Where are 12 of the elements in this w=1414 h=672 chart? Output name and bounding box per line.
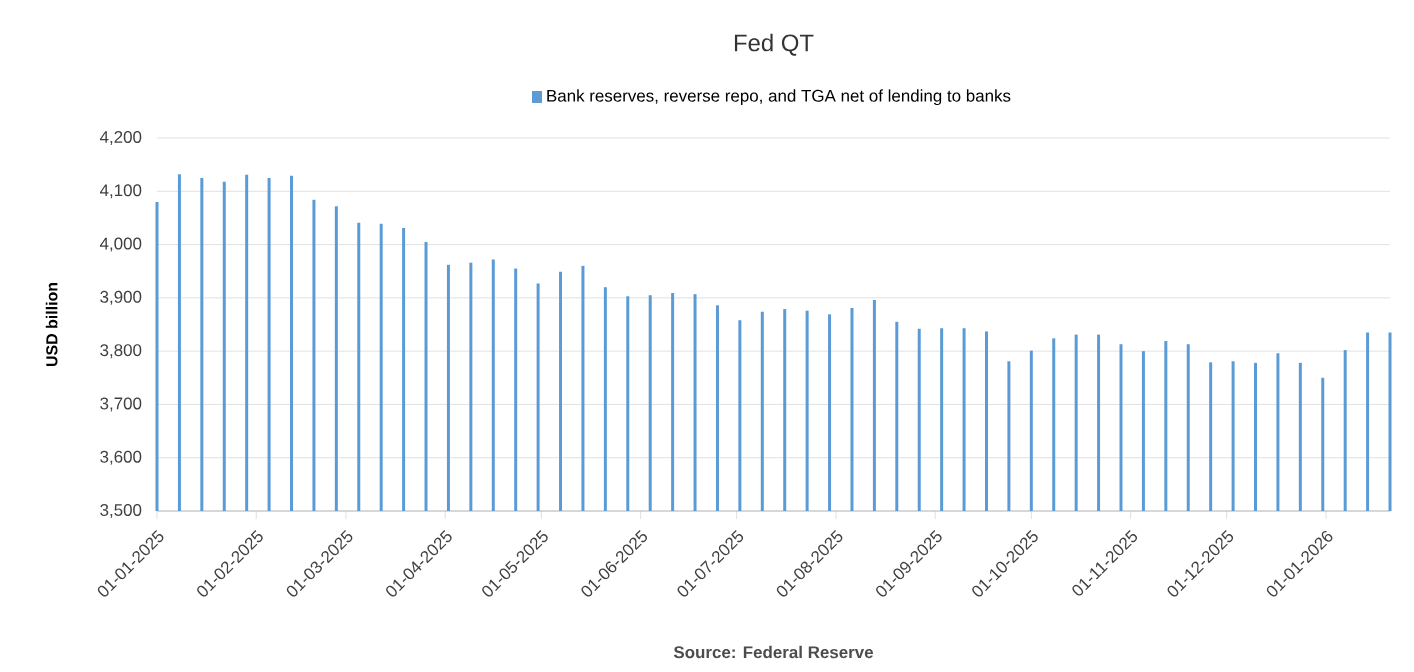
y-tick-label: 3,700: [100, 397, 142, 412]
chart-title: Fed QT: [734, 33, 814, 56]
y-tick-label: 3,600: [100, 450, 142, 465]
y-tick-label: 3,800: [100, 344, 142, 359]
y-tick-label: 4,100: [99, 184, 142, 199]
y-tick-label: 4,200: [99, 131, 142, 145]
y-tick-label: 3,500: [100, 504, 142, 518]
y-axis-title: USD billion: [45, 282, 58, 367]
legend-label: Bank reserves, reverse repo, and TGA net of lending to banks: [547, 89, 1011, 106]
y-tick-label: 4,000: [99, 237, 142, 252]
y-tick-label: 3,900: [100, 290, 142, 305]
source-note: Source: Federal Reserve: [673, 645, 873, 659]
